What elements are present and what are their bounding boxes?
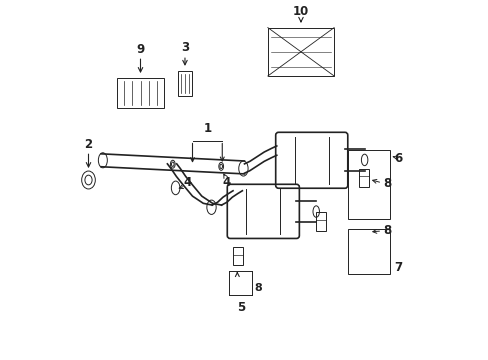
Text: 1: 1 [203,122,211,135]
Text: 7: 7 [394,261,402,274]
Bar [117,78,163,108]
Text: 5: 5 [236,301,244,314]
Bar [348,229,389,274]
Text: 4: 4 [183,176,191,189]
Text: 8: 8 [382,224,390,237]
Text: 3: 3 [181,41,189,54]
Text: 9: 9 [136,42,144,55]
Text: 8: 8 [382,177,390,190]
Text: 8: 8 [254,283,262,293]
Bar [267,28,333,76]
Bar [178,71,191,96]
Text: 10: 10 [292,5,308,18]
Text: 4: 4 [222,176,230,189]
Text: 2: 2 [84,138,92,150]
Text: 6: 6 [394,152,402,165]
Bar [348,149,389,220]
